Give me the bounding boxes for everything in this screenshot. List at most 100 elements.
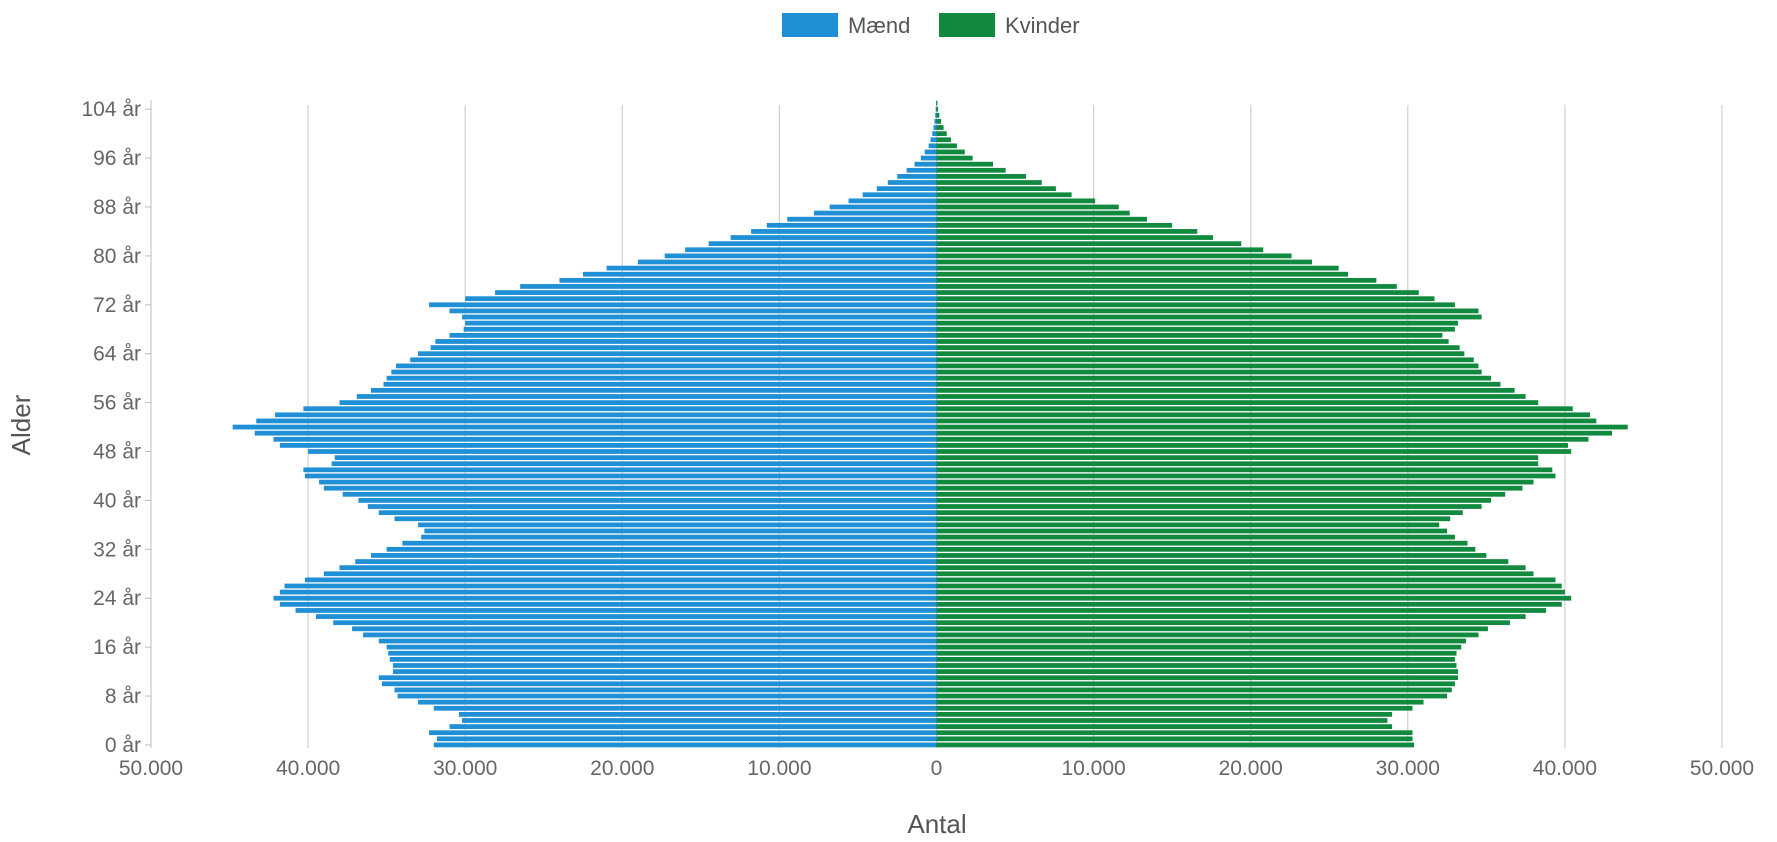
- bar-kvinder-age-2: [936, 730, 1413, 736]
- bar-maend-age-9: [394, 687, 937, 693]
- bar-kvinder-age-22: [936, 608, 1547, 613]
- legend-label-kvinder: Kvinder: [1005, 13, 1080, 38]
- bar-kvinder-age-30: [936, 559, 1509, 564]
- bar-maend-age-17: [378, 638, 937, 644]
- y-axis-tick-labels: 0 år 8 år 16 år 24 år 32 år 40 år 48 år 56 år 64…: [81, 98, 151, 757]
- bar-kvinder-age-25: [936, 589, 1565, 595]
- x-tick-label-8: 30.000: [1376, 757, 1440, 780]
- bar-kvinder-age-40: [936, 498, 1492, 503]
- bar-kvinder-age-61: [936, 369, 1482, 375]
- x-tick-label-2: 30.000: [433, 757, 497, 780]
- y-tick-label-13: 104 år: [81, 98, 141, 121]
- bar-maend-age-2: [429, 730, 937, 736]
- bar-maend-age-66: [435, 339, 937, 344]
- bar-kvinder-age-50: [936, 436, 1589, 442]
- legend-item-maend[interactable]: Mænd: [782, 13, 910, 38]
- bar-kvinder-age-8: [936, 693, 1448, 699]
- bar-maend-age-71: [449, 308, 937, 314]
- bar-kvinder-age-85: [936, 222, 1173, 228]
- bar-maend-age-44: [304, 473, 937, 479]
- bar-maend-age-58: [370, 387, 937, 393]
- bar-kvinder-age-6: [936, 705, 1413, 711]
- bar-kvinder-age-46: [936, 461, 1539, 467]
- bar-maend-age-54: [275, 412, 937, 418]
- bar-kvinder-age-93: [936, 174, 1027, 179]
- legend[interactable]: Mænd Kvinder: [782, 13, 1080, 38]
- bar-maend-age-24: [273, 595, 937, 601]
- bar-kvinder-age-29: [936, 565, 1526, 571]
- bar-kvinder-age-37: [936, 516, 1451, 522]
- bar-kvinder-age-96: [936, 155, 973, 161]
- bar-kvinder-age-45: [936, 467, 1553, 473]
- x-tick-label-7: 20.000: [1219, 757, 1283, 780]
- bar-maend-age-103: [935, 112, 937, 118]
- bar-maend-age-29: [339, 565, 937, 571]
- bar-kvinder-age-86: [936, 216, 1148, 222]
- bar-kvinder-age-42: [936, 485, 1523, 491]
- bar-kvinder-age-7: [936, 699, 1424, 705]
- bar-kvinder-age-99: [936, 137, 951, 143]
- bar-kvinder-age-90: [936, 192, 1072, 198]
- bar-maend-age-31: [370, 553, 937, 558]
- bar-maend-age-22: [295, 608, 937, 613]
- bar-kvinder-age-95: [936, 161, 994, 167]
- bar-maend-age-92: [887, 180, 937, 185]
- bar-maend-age-65: [430, 345, 937, 350]
- bar-kvinder-age-32: [936, 546, 1476, 552]
- bar-kvinder-age-69: [936, 320, 1459, 326]
- legend-item-kvinder[interactable]: Kvinder: [939, 13, 1080, 38]
- bar-maend-age-20: [333, 620, 937, 626]
- bar-maend-age-53: [256, 418, 937, 424]
- bar-kvinder-age-91: [936, 186, 1056, 192]
- bar-maend-age-100: [932, 131, 937, 137]
- bar-kvinder-age-35: [936, 528, 1448, 534]
- bar-kvinder-age-76: [936, 277, 1377, 283]
- bar-kvinder-age-10: [936, 681, 1455, 687]
- bar-kvinder-age-58: [936, 387, 1515, 393]
- bar-kvinder-age-74: [936, 290, 1419, 295]
- legend-swatch-maend: [782, 13, 838, 37]
- bar-kvinder-age-56: [936, 400, 1539, 405]
- bar-maend-age-41: [342, 491, 937, 497]
- y-tick-label-3: 24 år: [93, 587, 141, 610]
- bar-maend-age-32: [386, 546, 937, 552]
- bar-maend-age-21: [315, 614, 937, 619]
- x-tick-label-10: 50.000: [1690, 757, 1754, 780]
- bar-kvinder-age-62: [936, 363, 1479, 369]
- bar-maend-age-102: [934, 119, 937, 124]
- bar-maend-age-50: [273, 436, 937, 442]
- bar-kvinder-age-102: [936, 119, 942, 124]
- y-tick-label-6: 48 år: [93, 441, 141, 464]
- bar-maend-age-99: [930, 137, 937, 143]
- bar-kvinder-age-27: [936, 577, 1556, 583]
- bar-kvinder-age-83: [936, 235, 1213, 240]
- y-tick-label-11: 88 år: [93, 196, 141, 219]
- bar-maend-age-43: [319, 479, 937, 485]
- bar-kvinder-age-21: [936, 614, 1526, 619]
- bar-maend-age-23: [279, 601, 937, 607]
- bar-maend-age-25: [279, 589, 937, 595]
- bar-maend-age-104: [935, 106, 937, 112]
- bar-kvinder-age-59: [936, 381, 1501, 387]
- bar-kvinder-age-81: [936, 247, 1264, 253]
- bar-maend-age-0: [433, 742, 937, 748]
- bar-maend-age-59: [383, 381, 937, 387]
- bar-maend-age-1: [436, 736, 937, 742]
- bars-maend: [232, 100, 937, 748]
- bar-kvinder-age-49: [936, 443, 1569, 448]
- bar-maend-age-61: [391, 369, 937, 375]
- bar-kvinder-age-39: [936, 504, 1482, 509]
- bar-maend-age-13: [392, 663, 937, 668]
- bar-kvinder-age-92: [936, 180, 1042, 185]
- bar-maend-age-63: [410, 357, 937, 363]
- bar-maend-age-18: [363, 632, 937, 638]
- bar-maend-age-98: [928, 143, 937, 149]
- y-tick-label-7: 56 år: [93, 392, 141, 415]
- bar-kvinder-age-71: [936, 308, 1479, 314]
- bar-maend-age-77: [583, 271, 937, 277]
- bar-kvinder-age-89: [936, 198, 1096, 204]
- bar-kvinder-age-19: [936, 626, 1488, 632]
- bar-kvinder-age-65: [936, 345, 1460, 350]
- bar-maend-age-91: [876, 186, 937, 192]
- bar-kvinder-age-88: [936, 204, 1119, 210]
